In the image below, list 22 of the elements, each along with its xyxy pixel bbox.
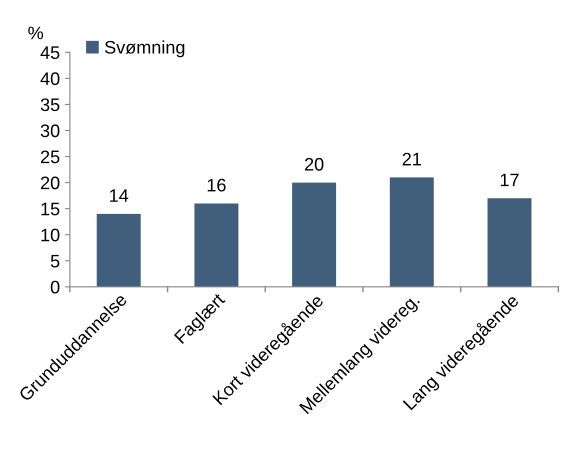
bar bbox=[96, 214, 141, 287]
y-tick-label: 15 bbox=[41, 202, 60, 216]
bar bbox=[194, 203, 238, 287]
y-tick-label: 30 bbox=[40, 124, 60, 138]
bar bbox=[488, 198, 532, 287]
y-axis-title: % bbox=[28, 26, 44, 40]
bar bbox=[292, 182, 336, 287]
y-tick-label: 45 bbox=[40, 46, 60, 60]
y-tick-label: 10 bbox=[41, 228, 60, 242]
legend-label: Svømning bbox=[104, 40, 184, 58]
y-tick-label: 40 bbox=[40, 72, 60, 86]
y-tick-label: 5 bbox=[50, 254, 60, 268]
data-label: 17 bbox=[500, 174, 519, 186]
y-tick-label: 20 bbox=[40, 176, 60, 190]
data-label: 21 bbox=[402, 152, 421, 166]
y-tick-label: 35 bbox=[40, 98, 60, 112]
bar bbox=[390, 177, 434, 287]
data-label: 14 bbox=[110, 189, 128, 202]
data-label: 16 bbox=[208, 178, 226, 192]
y-tick-label: 0 bbox=[50, 280, 60, 294]
y-tick-label: 25 bbox=[40, 150, 60, 164]
data-label: 20 bbox=[304, 158, 324, 171]
